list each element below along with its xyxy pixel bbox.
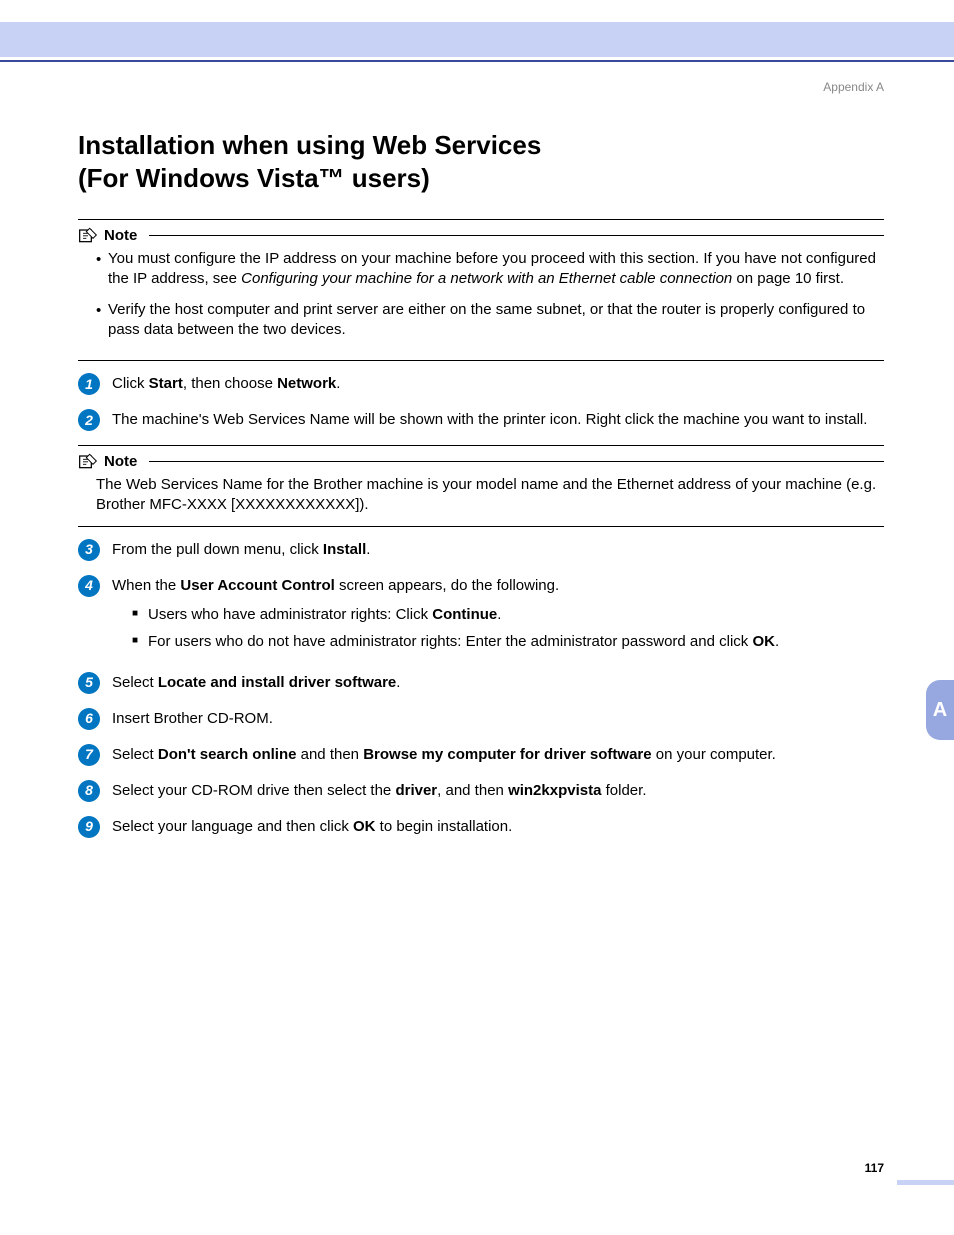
step-4-sublist: ■ Users who have administrator rights: C… [112,604,884,652]
footer-accent [897,1180,954,1185]
step-text: Select Don't search online and then Brow… [112,744,884,765]
square-bullet: ■ [132,604,148,625]
step-number-badge: 2 [78,409,100,431]
page-number: 117 [865,1161,884,1175]
top-border [0,60,954,62]
top-band [0,22,954,57]
step-text: Select your CD-ROM drive then select the… [112,780,884,801]
step-number-badge: 1 [78,373,100,395]
side-tab: A [926,680,954,740]
note-icon [78,452,98,470]
step-text: Insert Brother CD-ROM. [112,708,884,729]
step-5: 5 Select Locate and install driver softw… [78,672,884,694]
step-number-badge: 6 [78,708,100,730]
step-number-badge: 9 [78,816,100,838]
step-1: 1 Click Start, then choose Network. [78,373,884,395]
bullet-text: You must configure the IP address on you… [108,249,884,290]
step-number-badge: 5 [78,672,100,694]
note1-bullet-2: • Verify the host computer and print ser… [96,300,884,341]
sub-item-2: ■ For users who do not have administrato… [132,631,884,652]
appendix-label: Appendix A [78,80,884,94]
note1-bullet-1: • You must configure the IP address on y… [96,249,884,290]
step-text: Select Locate and install driver softwar… [112,672,884,693]
page-content: Appendix A Installation when using Web S… [78,80,884,852]
sub-text: Users who have administrator rights: Cli… [148,604,884,625]
step-text: The machine's Web Services Name will be … [112,409,884,430]
step-number-badge: 7 [78,744,100,766]
step-9: 9 Select your language and then click OK… [78,816,884,838]
bullet-text: Verify the host computer and print serve… [108,300,884,341]
note-rule [149,235,884,236]
note-label: Note [104,227,137,244]
note-rule [149,461,884,462]
note-icon [78,226,98,244]
bullet-dot: • [96,249,108,290]
title-line-2: (For Windows Vista™ users) [78,163,430,193]
step-text: Select your language and then click OK t… [112,816,884,837]
step-8: 8 Select your CD-ROM drive then select t… [78,780,884,802]
step-3: 3 From the pull down menu, click Install… [78,539,884,561]
step-text: When the User Account Control screen app… [112,575,884,658]
step-number-badge: 4 [78,575,100,597]
square-bullet: ■ [132,631,148,652]
note-text: The Web Services Name for the Brother ma… [78,475,884,516]
step-number-badge: 8 [78,780,100,802]
note-label: Note [104,453,137,470]
step-2: 2 The machine's Web Services Name will b… [78,409,884,431]
step-text: Click Start, then choose Network. [112,373,884,394]
bullet-dot: • [96,300,108,341]
page-title: Installation when using Web Services (Fo… [78,129,884,194]
note-header: Note [78,452,884,470]
sub-text: For users who do not have administrator … [148,631,884,652]
note-box-1: Note • You must configure the IP address… [78,219,884,361]
step-4: 4 When the User Account Control screen a… [78,575,884,658]
step-7: 7 Select Don't search online and then Br… [78,744,884,766]
step-6: 6 Insert Brother CD-ROM. [78,708,884,730]
note-header: Note [78,226,884,244]
step-number-badge: 3 [78,539,100,561]
title-line-1: Installation when using Web Services [78,130,541,160]
note-body: • You must configure the IP address on y… [78,249,884,340]
sub-item-1: ■ Users who have administrator rights: C… [132,604,884,625]
note-box-2: Note The Web Services Name for the Broth… [78,445,884,527]
step-text: From the pull down menu, click Install. [112,539,884,560]
